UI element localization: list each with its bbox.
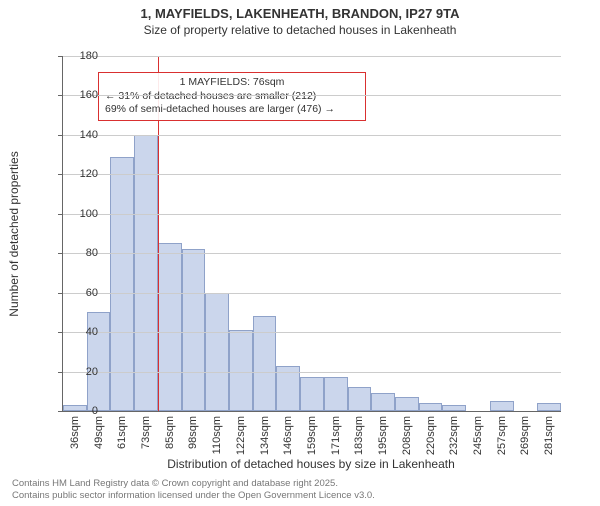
ytick-label: 80 (64, 247, 98, 259)
ytick-label: 120 (64, 168, 98, 180)
histogram-bar (300, 377, 324, 411)
xtick-label: 98sqm (187, 416, 199, 449)
xtick-label: 269sqm (519, 416, 531, 455)
footer-attribution: Contains HM Land Registry data © Crown c… (12, 478, 375, 502)
histogram-bar (110, 157, 134, 411)
gridline (63, 214, 561, 215)
xtick-label: 73sqm (140, 416, 152, 449)
gridline (63, 95, 561, 96)
ytick-label: 0 (64, 405, 98, 417)
footer-line2: Contains public sector information licen… (12, 490, 375, 502)
xtick-label: 146sqm (282, 416, 294, 455)
histogram-bar (253, 316, 277, 411)
xtick-label: 257sqm (496, 416, 508, 455)
footer-line1: Contains HM Land Registry data © Crown c… (12, 478, 375, 490)
annotation-line1: 1 MAYFIELDS: 76sqm (105, 76, 359, 90)
gridline (63, 174, 561, 175)
chart-plot-area: 1 MAYFIELDS: 76sqm ← 31% of detached hou… (62, 56, 561, 412)
y-axis-label-wrap: Number of detached properties (6, 56, 22, 411)
xtick-label: 159sqm (306, 416, 318, 455)
annotation-line3: 69% of semi-detached houses are larger (… (105, 103, 359, 117)
histogram-bar (182, 249, 206, 411)
ytick-mark (58, 293, 63, 294)
ytick-label: 20 (64, 366, 98, 378)
gridline (63, 293, 561, 294)
ytick-mark (58, 135, 63, 136)
xtick-label: 232sqm (448, 416, 460, 455)
x-axis-label: Distribution of detached houses by size … (62, 457, 560, 471)
ytick-label: 140 (64, 129, 98, 141)
ytick-mark (58, 95, 63, 96)
xtick-label: 85sqm (164, 416, 176, 449)
histogram-bar (371, 393, 395, 411)
histogram-bar (395, 397, 419, 411)
ytick-label: 180 (64, 50, 98, 62)
ytick-mark (58, 411, 63, 412)
xtick-label: 36sqm (69, 416, 81, 449)
ytick-mark (58, 56, 63, 57)
xtick-label: 134sqm (259, 416, 271, 455)
gridline (63, 253, 561, 254)
histogram-bar (348, 387, 372, 411)
ytick-label: 40 (64, 326, 98, 338)
histogram-bar (490, 401, 514, 411)
ytick-mark (58, 174, 63, 175)
ytick-label: 100 (64, 208, 98, 220)
xtick-label: 110sqm (211, 416, 223, 454)
xtick-label: 195sqm (377, 416, 389, 455)
gridline (63, 372, 561, 373)
title-address: 1, MAYFIELDS, LAKENHEATH, BRANDON, IP27 … (0, 6, 600, 21)
gridline (63, 56, 561, 57)
xtick-label: 171sqm (330, 416, 342, 455)
ytick-label: 160 (64, 89, 98, 101)
histogram-bar (442, 405, 466, 411)
gridline (63, 135, 561, 136)
histogram-bar (537, 403, 561, 411)
ytick-label: 60 (64, 287, 98, 299)
ytick-mark (58, 372, 63, 373)
histogram-bar (324, 377, 348, 411)
ytick-mark (58, 332, 63, 333)
title-subtitle: Size of property relative to detached ho… (0, 23, 600, 37)
xtick-label: 220sqm (425, 416, 437, 455)
histogram-bar (205, 293, 229, 411)
histogram-bar (134, 135, 158, 411)
histogram-bar (158, 243, 182, 411)
xtick-label: 61sqm (116, 416, 128, 449)
y-axis-label: Number of detached properties (7, 151, 21, 316)
xtick-label: 208sqm (401, 416, 413, 455)
xtick-label: 183sqm (353, 416, 365, 455)
xtick-label: 122sqm (235, 416, 247, 455)
gridline (63, 332, 561, 333)
ytick-mark (58, 214, 63, 215)
histogram-bar (419, 403, 443, 411)
xtick-label: 245sqm (472, 416, 484, 455)
xtick-label: 281sqm (543, 416, 555, 455)
xtick-label: 49sqm (93, 416, 105, 449)
ytick-mark (58, 253, 63, 254)
